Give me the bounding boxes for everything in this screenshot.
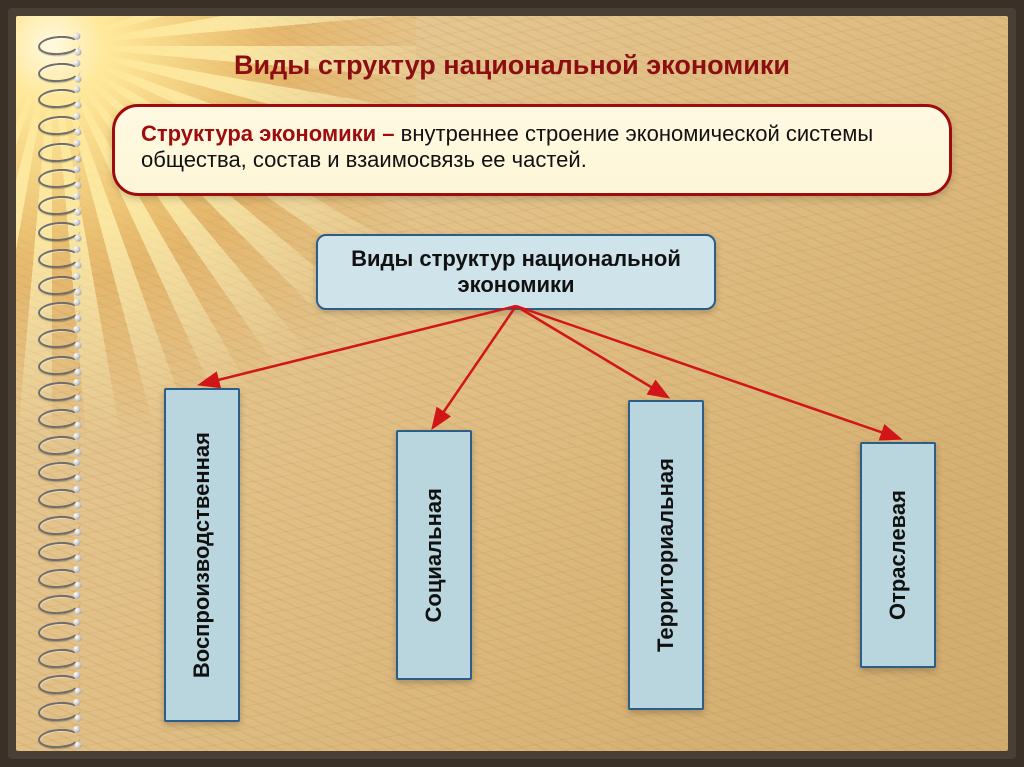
diagram-leaf-label: Воспроизводственная	[189, 432, 215, 678]
definition-box: Структура экономики – внутреннее строени…	[112, 104, 952, 196]
spiral-ring	[37, 274, 80, 296]
spiral-binding	[38, 36, 92, 748]
diagram-root: Виды структур национальнойэкономики	[316, 234, 716, 310]
spiral-ring	[37, 434, 80, 456]
spiral-ring	[37, 701, 80, 723]
diagram-leaf: Территориальная	[628, 400, 704, 710]
diagram-leaf-label: Отраслевая	[885, 490, 911, 620]
spiral-ring	[37, 328, 80, 350]
diagram-leaf: Отраслевая	[860, 442, 936, 668]
spiral-ring	[37, 594, 80, 616]
spiral-ring	[37, 194, 80, 216]
diagram-leaf-label: Социальная	[421, 488, 447, 622]
spiral-ring	[37, 727, 80, 749]
spiral-ring	[37, 141, 80, 163]
diagram-leaf-label: Территориальная	[653, 458, 679, 652]
spiral-ring	[37, 461, 80, 483]
spiral-ring	[37, 301, 80, 323]
diagram-root-label: Виды структур национальнойэкономики	[351, 246, 681, 297]
spiral-ring	[37, 248, 80, 270]
spiral-ring	[37, 35, 80, 57]
diagram-leaf: Воспроизводственная	[164, 388, 240, 722]
spiral-ring	[37, 408, 80, 430]
spiral-ring	[37, 114, 80, 136]
spiral-ring	[37, 621, 80, 643]
spiral-ring	[37, 354, 80, 376]
spiral-ring	[37, 381, 80, 403]
spiral-ring	[37, 88, 80, 110]
spiral-ring	[37, 514, 80, 536]
spiral-ring	[37, 567, 80, 589]
spiral-ring	[37, 674, 80, 696]
spiral-ring	[37, 647, 80, 669]
spiral-ring	[37, 541, 80, 563]
spiral-ring	[37, 168, 80, 190]
definition-term: Структура экономики –	[141, 121, 395, 146]
slide-title: Виды структур национальной экономики	[16, 50, 1008, 81]
spiral-ring	[37, 221, 80, 243]
spiral-ring	[37, 61, 80, 83]
diagram-leaf: Социальная	[396, 430, 472, 680]
spiral-ring	[37, 487, 80, 509]
slide-canvas: Виды структур национальной экономики Стр…	[16, 16, 1008, 751]
